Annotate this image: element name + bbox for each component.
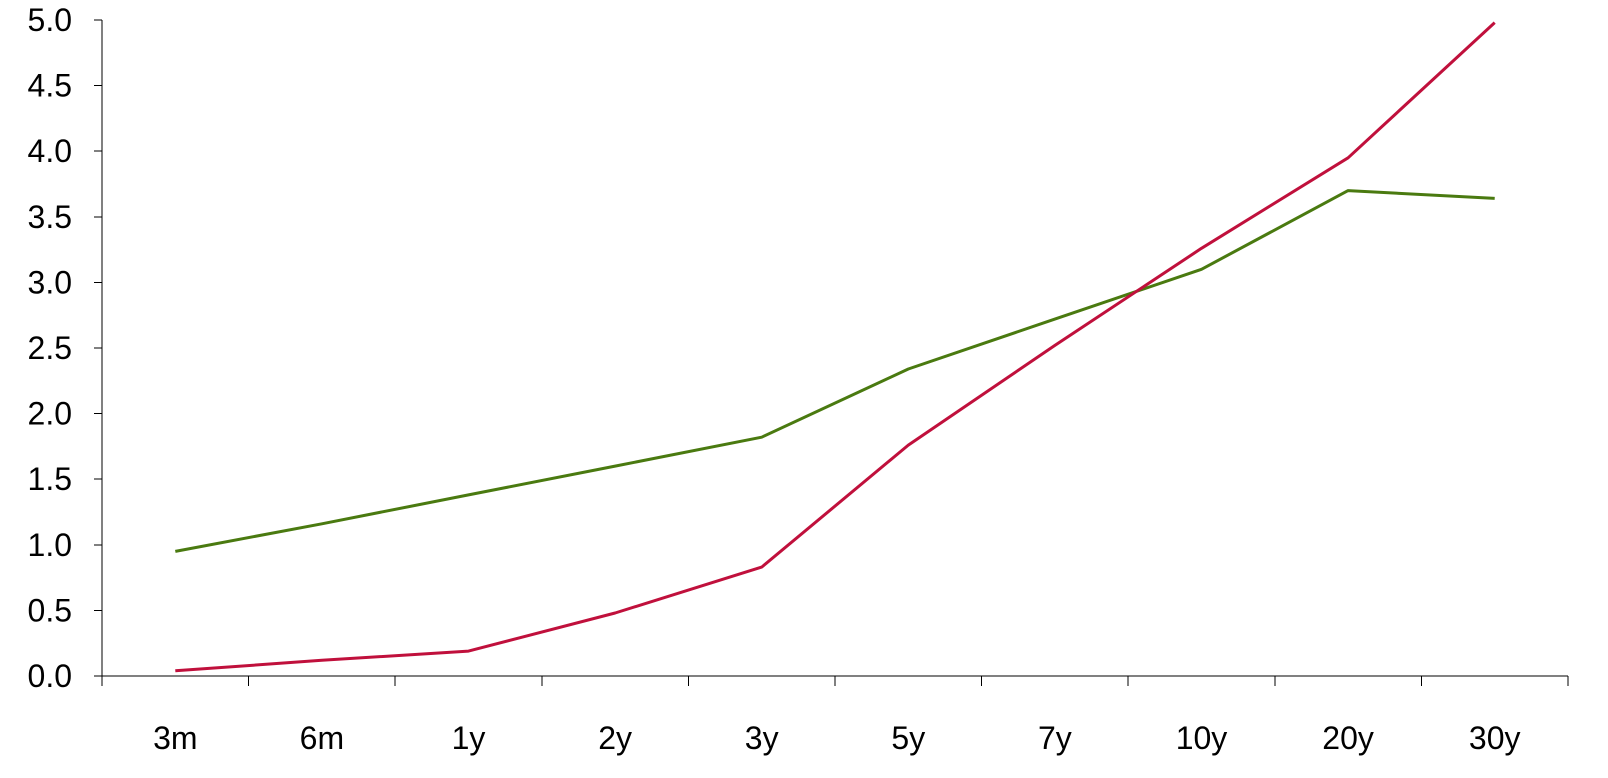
x-tick-label: 1y	[452, 720, 486, 756]
tick-labels: 0.0 0.5 1.0 1.5 2.0 2.5 3.0 3.5 4.0 4.5 5.0 3m 6m 1y 2…	[28, 2, 1521, 756]
y-tick-label: 3.0	[28, 264, 72, 300]
y-tick-label: 4.5	[28, 68, 72, 104]
y-tick-label: 0.0	[28, 658, 72, 694]
y-tick-label: 4.0	[28, 133, 72, 169]
y-tick-label: 1.0	[28, 527, 72, 563]
y-tick-label: 2.5	[28, 330, 72, 366]
y-tick-label: 1.5	[28, 461, 72, 497]
series-line-1	[175, 189, 1495, 553]
axes	[94, 19, 1569, 686]
x-tick-label: 2y	[598, 720, 632, 756]
y-tick-label: 3.5	[28, 199, 72, 235]
y-tick-label: 0.5	[28, 592, 72, 628]
x-tick-label: 7y	[1038, 720, 1072, 756]
x-tick-label: 30y	[1469, 720, 1521, 756]
series-line-2	[175, 21, 1496, 673]
x-tick-label: 5y	[891, 720, 925, 756]
x-tick-label: 10y	[1176, 720, 1228, 756]
x-tick-label: 20y	[1322, 720, 1374, 756]
series-layer	[175, 21, 1496, 673]
y-tick-label: 2.0	[28, 396, 72, 432]
x-tick-label: 6m	[300, 720, 344, 756]
x-tick-label: 3m	[153, 720, 197, 756]
y-tick-label: 5.0	[28, 2, 72, 38]
x-tick-label: 3y	[745, 720, 779, 756]
